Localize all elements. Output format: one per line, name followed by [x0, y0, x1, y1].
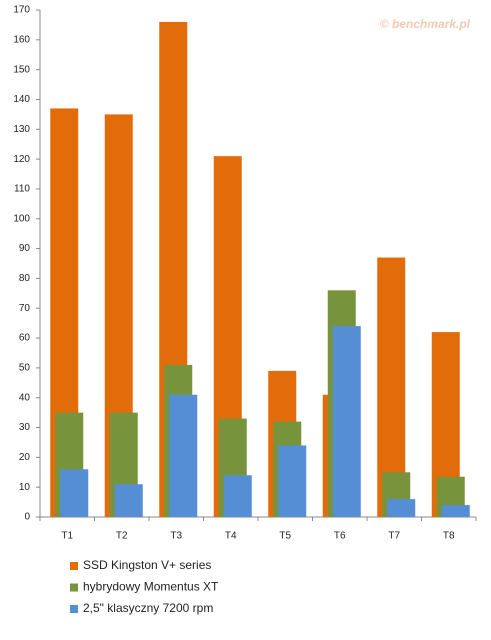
y-tick-label: 160	[13, 34, 30, 45]
legend-label: 2,5" klasyczny 7200 rpm	[83, 601, 213, 615]
x-tick-label: T2	[116, 531, 128, 542]
y-tick-label: 60	[19, 333, 31, 344]
legend-swatch	[70, 562, 78, 570]
y-tick-label: 150	[13, 64, 30, 75]
bar	[278, 445, 307, 517]
y-tick-label: 140	[13, 94, 30, 105]
legend-label: SSD Kingston V+ series	[83, 558, 211, 572]
watermark: © benchmark.pl	[380, 17, 471, 31]
x-tick-label: T7	[388, 531, 400, 542]
x-tick-label: T4	[225, 531, 237, 542]
x-tick-label: T1	[61, 531, 73, 542]
legend-swatch	[70, 583, 78, 592]
x-tick-label: T6	[334, 531, 346, 542]
y-tick-label: 100	[13, 213, 30, 224]
x-tick-label: T8	[443, 531, 455, 542]
y-tick-label: 130	[13, 124, 30, 135]
y-tick-label: 30	[19, 422, 31, 433]
y-tick-label: 110	[14, 184, 30, 195]
x-tick-label: T5	[279, 531, 291, 542]
bar	[114, 484, 143, 517]
y-tick-label: 20	[19, 452, 31, 463]
bar	[223, 475, 252, 517]
bar	[169, 394, 198, 517]
y-tick-label: 90	[19, 243, 31, 254]
legend-label: hybrydowy Momentus XT	[83, 580, 219, 594]
y-tick-label: 120	[13, 154, 30, 165]
bar	[441, 505, 470, 517]
y-tick-label: 170	[13, 5, 30, 16]
y-tick-label: 70	[19, 303, 31, 314]
y-tick-label: 10	[19, 482, 31, 493]
y-tick-label: 0	[24, 512, 30, 523]
bar	[332, 326, 361, 517]
y-tick-label: 80	[19, 273, 31, 284]
y-tick-label: 50	[19, 363, 31, 374]
bar	[60, 469, 89, 517]
bar	[387, 499, 416, 517]
x-tick-label: T3	[170, 531, 182, 542]
y-tick-label: 40	[19, 392, 31, 403]
legend-swatch	[70, 605, 78, 613]
